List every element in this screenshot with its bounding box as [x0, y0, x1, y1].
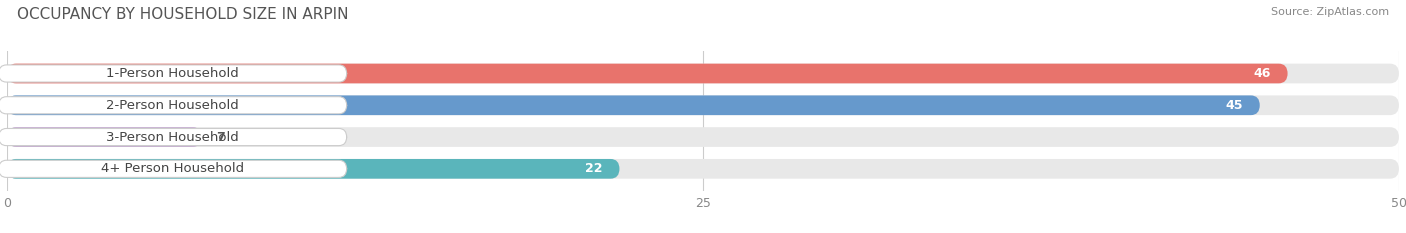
- Text: 7: 7: [217, 130, 225, 144]
- Text: Source: ZipAtlas.com: Source: ZipAtlas.com: [1271, 7, 1389, 17]
- FancyBboxPatch shape: [7, 64, 1288, 83]
- FancyBboxPatch shape: [7, 64, 1399, 83]
- Text: 46: 46: [1254, 67, 1271, 80]
- FancyBboxPatch shape: [0, 128, 347, 146]
- Text: 22: 22: [585, 162, 603, 175]
- FancyBboxPatch shape: [7, 96, 1260, 115]
- Text: OCCUPANCY BY HOUSEHOLD SIZE IN ARPIN: OCCUPANCY BY HOUSEHOLD SIZE IN ARPIN: [17, 7, 349, 22]
- FancyBboxPatch shape: [7, 96, 1399, 115]
- FancyBboxPatch shape: [7, 127, 1399, 147]
- FancyBboxPatch shape: [0, 160, 347, 177]
- Text: 2-Person Household: 2-Person Household: [107, 99, 239, 112]
- FancyBboxPatch shape: [7, 159, 1399, 179]
- Text: 1-Person Household: 1-Person Household: [107, 67, 239, 80]
- FancyBboxPatch shape: [7, 159, 620, 179]
- FancyBboxPatch shape: [0, 65, 347, 82]
- Text: 45: 45: [1226, 99, 1243, 112]
- FancyBboxPatch shape: [0, 97, 347, 114]
- Text: 4+ Person Household: 4+ Person Household: [101, 162, 245, 175]
- Text: 3-Person Household: 3-Person Household: [107, 130, 239, 144]
- FancyBboxPatch shape: [7, 127, 202, 147]
